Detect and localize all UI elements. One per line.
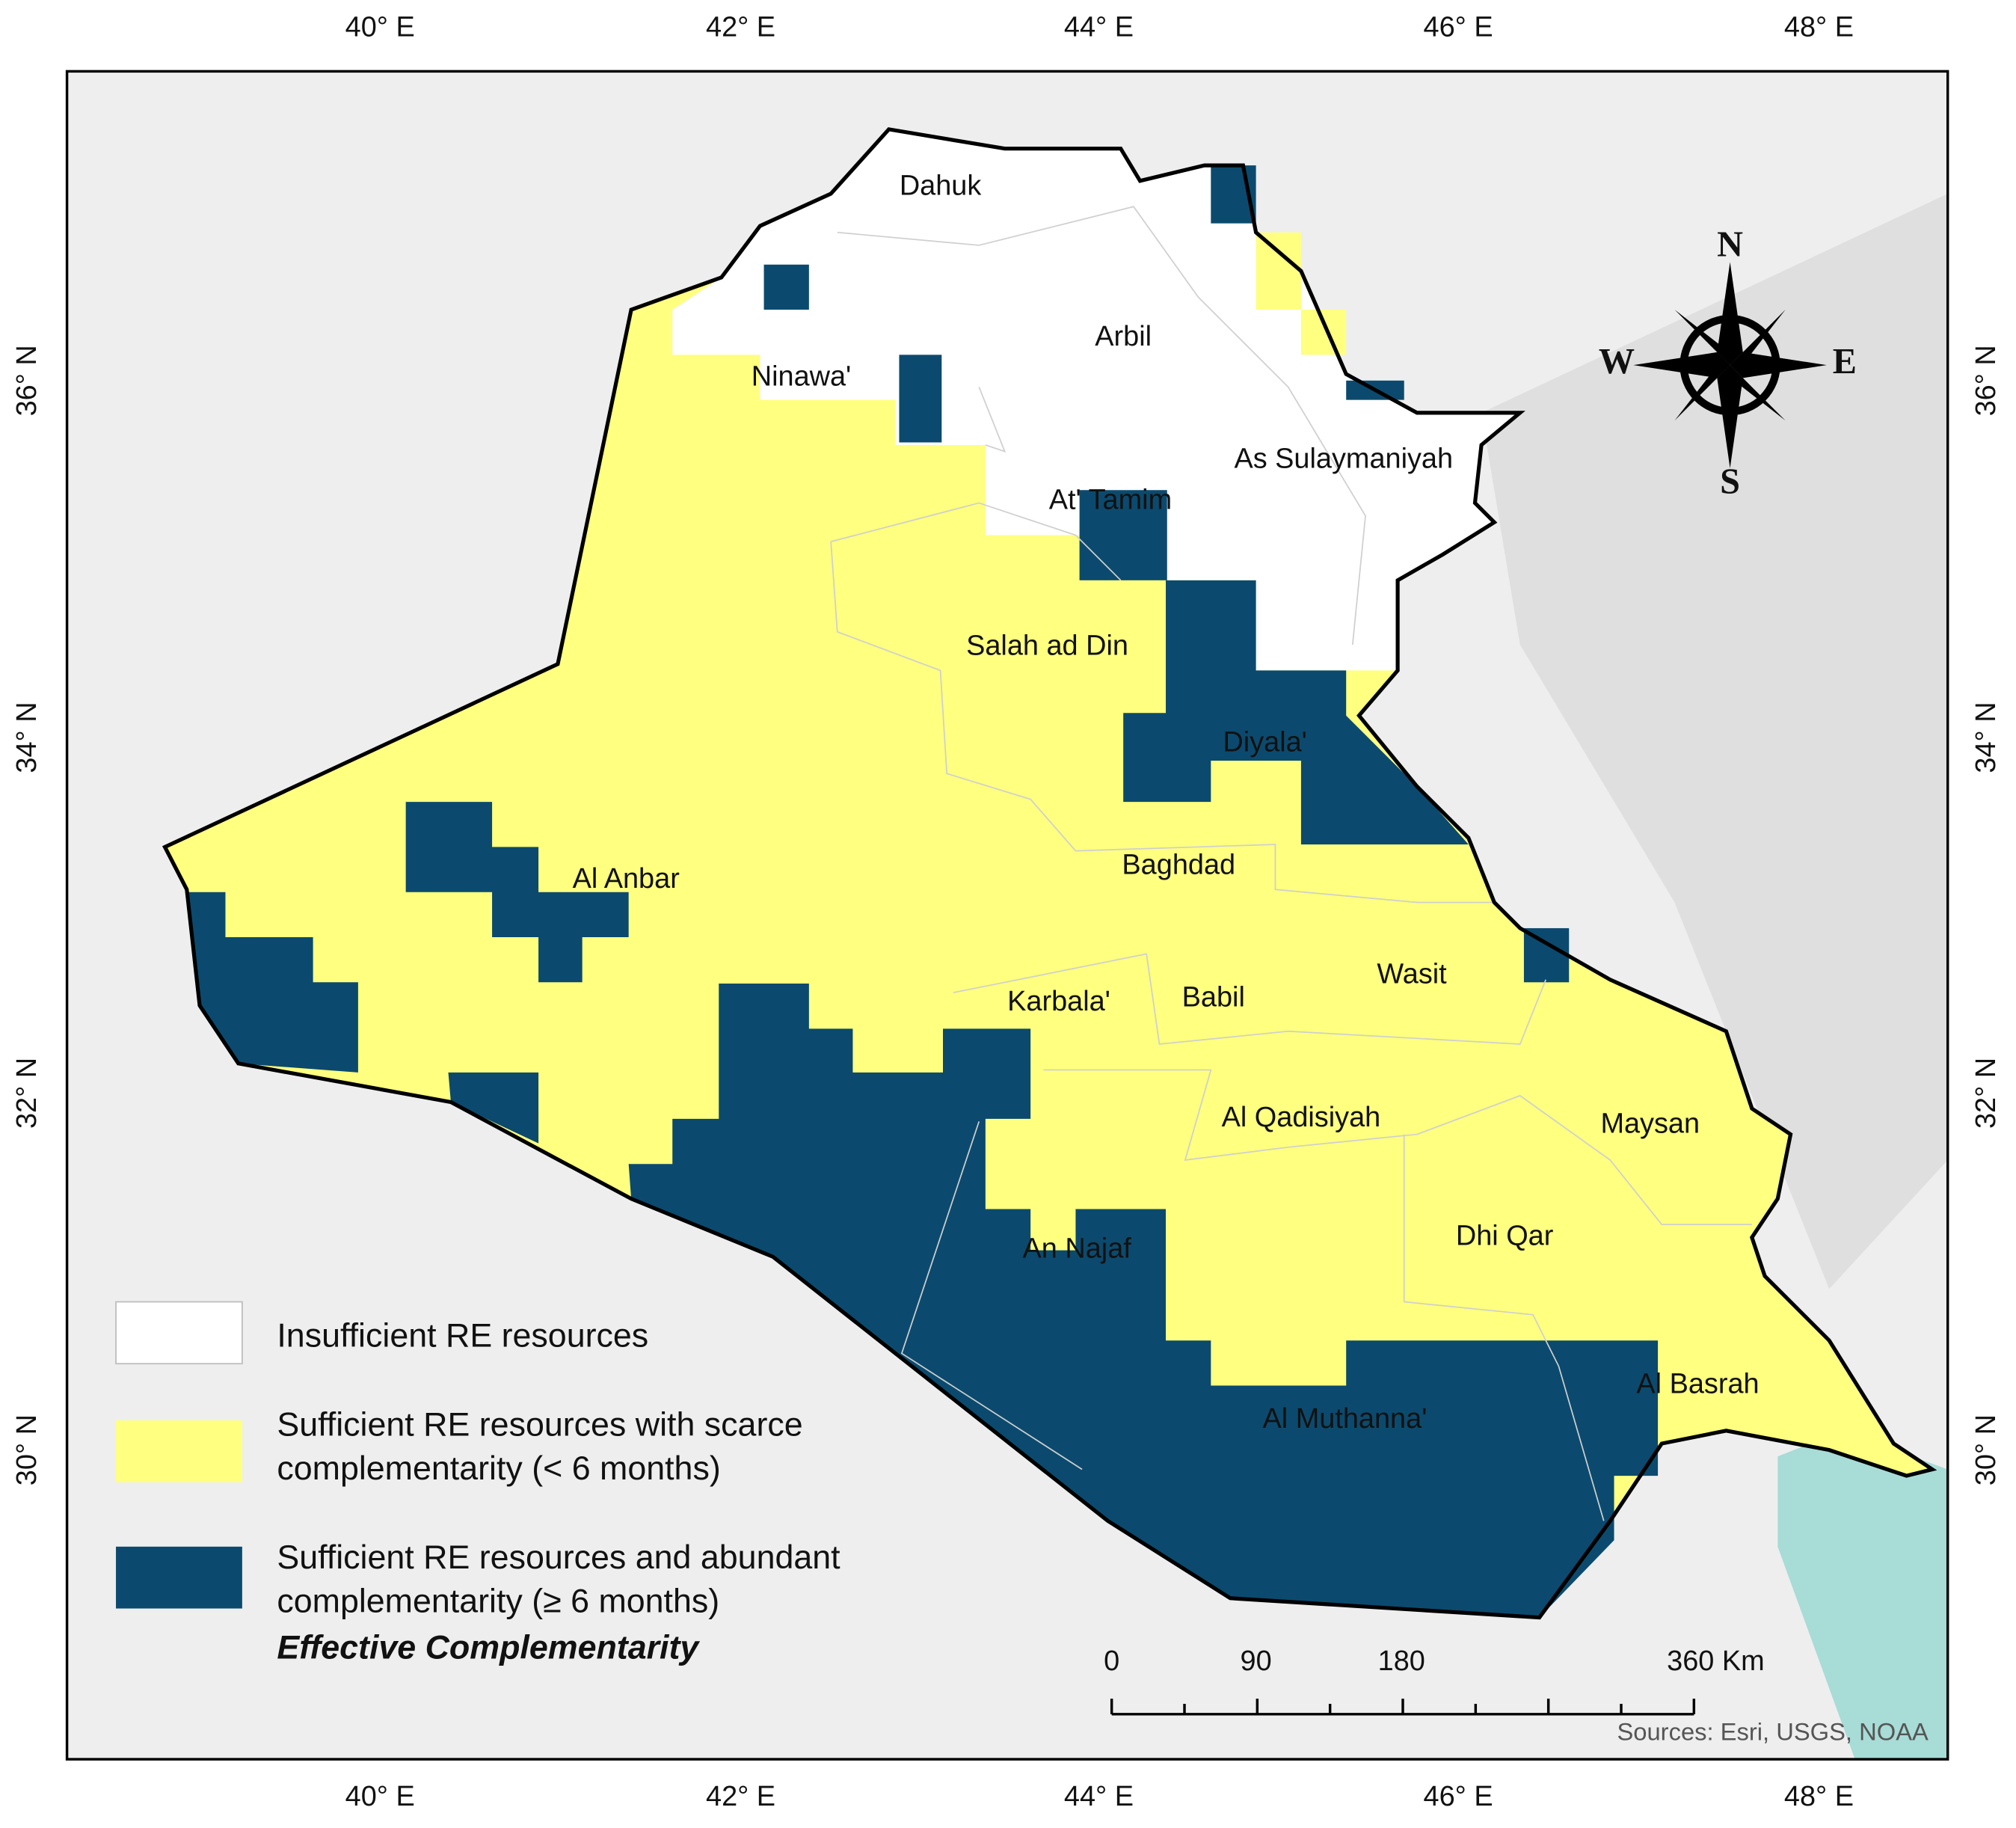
y-axis-label: 34° N bbox=[1970, 702, 2002, 773]
scale-label: 360 Km bbox=[1667, 1645, 1765, 1677]
province-border bbox=[837, 206, 1366, 645]
region-label: Dahuk bbox=[900, 170, 982, 201]
region-label: Maysan bbox=[1600, 1108, 1700, 1140]
legend-label: Sufficient RE resources and abundant bbox=[277, 1539, 840, 1576]
compass-letter: E bbox=[1833, 342, 1857, 381]
province-border bbox=[953, 953, 1547, 1045]
province-border bbox=[900, 1121, 1083, 1470]
province-border bbox=[978, 387, 1007, 453]
country bbox=[162, 127, 1937, 1620]
legend-swatch bbox=[116, 1420, 242, 1482]
y-axis-label: 36° N bbox=[11, 345, 43, 416]
compass-point bbox=[1717, 365, 1743, 468]
x-axis-label: 44° E bbox=[1064, 1781, 1134, 1812]
province-border bbox=[1075, 844, 1495, 904]
province-border bbox=[1403, 1134, 1605, 1521]
region-label: Al Anbar bbox=[573, 863, 680, 895]
x-axis-label: 46° E bbox=[1424, 1781, 1493, 1812]
abundant-patch bbox=[186, 892, 358, 1073]
province-borders bbox=[830, 206, 1752, 1521]
region-label: Wasit bbox=[1377, 959, 1447, 990]
scarce-patch bbox=[1300, 310, 1347, 355]
x-axis-label: 42° E bbox=[706, 12, 775, 43]
scale-label: 0 bbox=[1104, 1645, 1119, 1677]
x-axis-label: 44° E bbox=[1064, 12, 1134, 43]
region-label: Diyala' bbox=[1223, 727, 1306, 758]
legend-label: complementarity (< 6 months) bbox=[277, 1450, 720, 1487]
compass-letter: W bbox=[1599, 342, 1635, 381]
map-frame bbox=[65, 70, 1949, 1761]
scale-bar: 0 90 180 360 Km bbox=[1104, 1645, 1765, 1716]
abundant-patch bbox=[1523, 927, 1570, 983]
region-label: At' Tamim bbox=[1049, 485, 1172, 516]
gulf-water bbox=[1777, 1430, 1948, 1760]
legend-label: complementarity (≥ 6 months) bbox=[277, 1582, 719, 1619]
compass-point bbox=[1730, 310, 1786, 366]
x-axis-label: 40° E bbox=[345, 1781, 415, 1812]
abundant-patch bbox=[628, 984, 1659, 1618]
scale-label: 180 bbox=[1378, 1645, 1425, 1677]
region-label: As Sulaymaniyah bbox=[1234, 444, 1453, 475]
mountain-relief bbox=[1481, 194, 1948, 1289]
abundant-patch bbox=[1123, 580, 1469, 844]
compass-point bbox=[1717, 262, 1743, 366]
legend-swatch bbox=[115, 1301, 243, 1365]
scarce-patches bbox=[1256, 232, 1347, 355]
abundant-patch bbox=[899, 355, 942, 443]
compass-point bbox=[1674, 365, 1730, 421]
legend-label: Insufficient RE resources bbox=[277, 1317, 648, 1355]
compass-point bbox=[1633, 352, 1730, 378]
compass-letter: S bbox=[1720, 461, 1740, 501]
sources: Sources: Esri, USGS, NOAA bbox=[1617, 1717, 1929, 1745]
abundant-patch bbox=[763, 264, 809, 310]
region-label: Arbil bbox=[1095, 321, 1152, 352]
x-axis-label: 48° E bbox=[1784, 12, 1854, 43]
legend-swatch bbox=[116, 1546, 242, 1609]
y-axis-label: 34° N bbox=[11, 702, 43, 773]
region-label: Babil bbox=[1182, 982, 1245, 1013]
region-label: Al Muthanna' bbox=[1263, 1403, 1428, 1435]
region-label: Baghdad bbox=[1122, 849, 1235, 880]
region-label: Dhi Qar bbox=[1456, 1220, 1553, 1251]
x-axis-label: 42° E bbox=[706, 1781, 775, 1812]
province-border bbox=[1043, 1069, 1752, 1226]
x-axis-label: 40° E bbox=[345, 12, 415, 43]
legend-title: Effective Complementarity bbox=[277, 1628, 700, 1666]
country-outline bbox=[162, 127, 1937, 1620]
y-axis-label: 32° N bbox=[1970, 1058, 2002, 1129]
region-label: Al Basrah bbox=[1636, 1369, 1759, 1400]
scale-label: 90 bbox=[1241, 1645, 1272, 1677]
province-border bbox=[830, 542, 1077, 852]
x-axis-label: 46° E bbox=[1424, 12, 1493, 43]
abundant-patches bbox=[186, 165, 1659, 1618]
region-label: An Najaf bbox=[1023, 1233, 1132, 1265]
y-axis-label: 32° N bbox=[11, 1058, 43, 1129]
province-border bbox=[830, 502, 1122, 581]
region-label: Salah ad Din bbox=[966, 630, 1128, 661]
abundant-patch bbox=[405, 802, 629, 983]
legend-label: Sufficient RE resources with scarce bbox=[277, 1405, 802, 1443]
legend: Effective Complementarity Insufficient R… bbox=[115, 1301, 840, 1666]
y-axis-label: 36° N bbox=[1970, 345, 2002, 416]
x-axis-label: 48° E bbox=[1784, 1781, 1854, 1812]
compass-point bbox=[1730, 352, 1827, 378]
region-label: Al Qadisiyah bbox=[1222, 1102, 1381, 1133]
y-axis-label: 30° N bbox=[1970, 1414, 2002, 1485]
abundant-patch bbox=[448, 1072, 539, 1144]
country-fill bbox=[165, 129, 1933, 1618]
region-label: Karbala' bbox=[1007, 986, 1110, 1017]
scarce-patch bbox=[1256, 232, 1301, 310]
region-label: Ninawa' bbox=[752, 361, 852, 392]
compass-letter: N bbox=[1717, 224, 1743, 264]
y-axis-label: 30° N bbox=[11, 1414, 43, 1485]
abundant-patch bbox=[1079, 490, 1167, 580]
insufficient-area bbox=[672, 129, 1520, 671]
